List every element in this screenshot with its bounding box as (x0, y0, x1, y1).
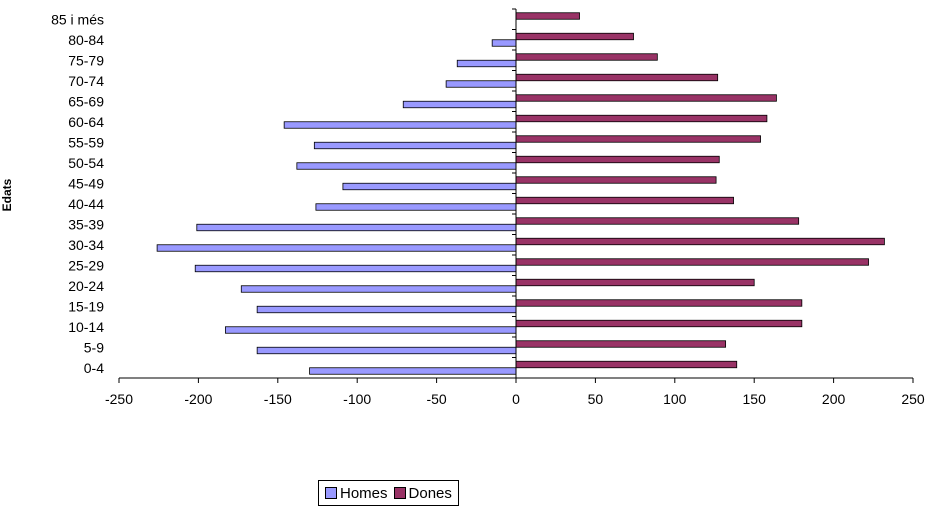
y-tick-label: 45-49 (68, 175, 104, 191)
bar-homes-15-19 (256, 305, 517, 314)
bar-homes-30-34 (156, 244, 517, 252)
y-tick-label: 85 i més (51, 11, 104, 27)
bar-homes-50-54 (296, 162, 517, 170)
bar-dones-30-34 (515, 237, 885, 246)
y-tick-label: 55-59 (68, 134, 104, 150)
bar-dones-70-74 (515, 73, 719, 82)
y-tick-label: 10-14 (68, 319, 104, 335)
x-tick-label: 200 (822, 391, 846, 407)
bar-dones-60-64 (515, 114, 768, 123)
bar-homes-45-49 (342, 182, 517, 191)
x-tick-label: -50 (426, 391, 446, 407)
axes-layer: -250 -200 -150 -100 -50 0 50 100 150 200 250 0-4 5-9… (51, 8, 925, 407)
bar-homes-35-39 (196, 223, 517, 232)
y-tick-label: 30-34 (68, 237, 104, 253)
y-tick-label: 25-29 (68, 257, 104, 273)
y-tick-label: 5-9 (84, 339, 104, 355)
x-tick-label: 0 (512, 391, 520, 407)
bar-dones-15-19 (515, 299, 803, 307)
bar-dones-25-29 (515, 258, 869, 266)
bar-homes-0-4 (309, 367, 517, 375)
y-tick-label: 60-64 (68, 114, 104, 130)
legend: Homes Dones (318, 480, 459, 506)
x-tick-label: 50 (588, 391, 604, 407)
bar-dones-20-24 (515, 278, 755, 287)
legend-item-dones: Dones (393, 484, 452, 502)
bar-dones-85-i-més (515, 12, 580, 20)
legend-item-homes: Homes (325, 485, 388, 502)
x-tick-label: -100 (343, 391, 371, 407)
y-tick-label: 50-54 (68, 155, 104, 171)
y-axis-label: Edats (0, 178, 14, 211)
bars-layer (156, 12, 885, 375)
y-tick-label: 35-39 (68, 216, 104, 232)
x-tick-label: 250 (901, 391, 925, 407)
bar-dones-50-54 (515, 155, 720, 164)
legend-label-dones: Dones (408, 484, 452, 502)
x-tick-label: -150 (264, 391, 292, 407)
bar-dones-55-59 (515, 135, 761, 143)
legend-swatch-homes (325, 487, 337, 499)
bar-dones-80-84 (515, 32, 634, 41)
bar-homes-80-84 (491, 39, 517, 47)
bar-homes-75-79 (456, 59, 517, 68)
bar-homes-25-29 (194, 264, 517, 273)
bar-dones-0-4 (515, 360, 738, 369)
legend-swatch-dones (393, 487, 406, 499)
y-tick-label: 40-44 (68, 196, 104, 212)
bar-homes-20-24 (240, 285, 517, 293)
bar-homes-55-59 (313, 141, 517, 150)
y-tick-label: 75-79 (68, 52, 104, 68)
x-tick-label: -250 (105, 391, 133, 407)
bar-dones-40-44 (515, 196, 734, 205)
bar-dones-10-14 (515, 319, 803, 328)
bar-homes-5-9 (256, 346, 517, 355)
bar-homes-70-74 (445, 80, 517, 88)
x-tick-label: 100 (663, 391, 687, 407)
bar-dones-5-9 (515, 340, 727, 348)
y-tick-label: 65-69 (68, 93, 104, 109)
y-tick-label: 70-74 (68, 73, 104, 89)
bar-dones-35-39 (515, 217, 800, 225)
y-tick-label: 0-4 (84, 360, 104, 376)
y-tick-label: 80-84 (68, 32, 104, 48)
bar-dones-45-49 (515, 176, 717, 184)
legend-label-homes: Homes (340, 484, 388, 502)
bar-homes-10-14 (224, 326, 517, 334)
y-tick-label: 15-19 (68, 298, 104, 314)
x-tick-label: -200 (184, 391, 212, 407)
bar-homes-60-64 (283, 121, 517, 129)
bar-dones-65-69 (515, 94, 777, 102)
x-tick-label: 150 (743, 391, 767, 407)
bar-homes-40-44 (315, 203, 517, 211)
bar-homes-65-69 (402, 100, 517, 109)
bar-dones-75-79 (515, 53, 658, 61)
y-tick-label: 20-24 (68, 278, 104, 294)
